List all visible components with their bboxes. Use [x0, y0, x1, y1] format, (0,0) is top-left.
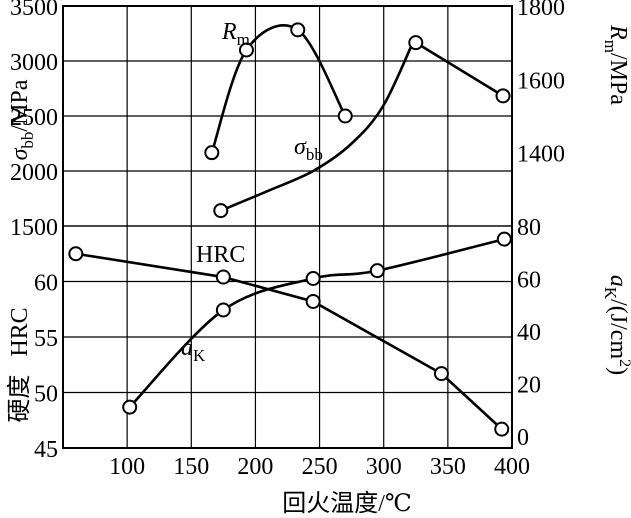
x-tick-label: 150	[173, 454, 209, 480]
x-tick-label: 250	[302, 454, 338, 480]
series-0-line	[415, 41, 504, 97]
series-3-point	[496, 231, 512, 247]
y-axis-label-sigma-bb: σbb/MPa	[7, 79, 37, 160]
x-tick-label: 100	[109, 454, 145, 480]
plot-frame	[62, 5, 513, 449]
y-tick-label-hrc: 60	[34, 271, 58, 297]
series-0-point	[408, 35, 424, 51]
series-0-line	[210, 24, 347, 154]
y-axis-label-hrc: 硬度 HRC	[6, 307, 33, 422]
series-0-point	[495, 88, 511, 104]
y-tick-label-ak: 40	[517, 320, 541, 346]
tick-labels: 100 150 200 250 300 350 4001500200025003000350…	[10, 0, 565, 480]
series-layer	[68, 22, 512, 437]
series-2-line	[75, 252, 503, 431]
series-3-point	[215, 302, 231, 318]
y-tick-label-rm: 1600	[517, 68, 565, 94]
series-3-point	[305, 271, 321, 286]
x-tick-label: 300	[366, 454, 402, 480]
series-3-point	[122, 399, 138, 415]
series-3-point	[369, 263, 385, 279]
series-0-point	[290, 22, 306, 38]
x-tick-label: 400	[494, 454, 530, 480]
y-axis-label-rm: Rm/MPa	[601, 24, 631, 105]
series-label-sigma-bb: σbb	[294, 134, 323, 164]
y-tick-label-sigma-bb: 3000	[10, 50, 58, 76]
series-label-rm: Rm	[221, 19, 250, 49]
y-tick-label-ak: 20	[517, 373, 541, 399]
y-tick-label-sigma-bb: 2000	[10, 160, 58, 186]
series-0-point	[238, 42, 254, 58]
y-tick-label-sigma-bb: 3500	[10, 0, 58, 21]
series-2-point	[215, 269, 231, 285]
x-axis-label: 回火温度/℃	[282, 490, 412, 517]
y-tick-label-rm: 1400	[517, 142, 565, 168]
y-tick-label-hrc: 55	[34, 326, 58, 352]
y-tick-label-hrc: 50	[34, 382, 58, 408]
x-tick-label: 200	[237, 454, 273, 480]
y-tick-label-ak: 80	[517, 215, 541, 241]
y-tick-label-rm: 1800	[517, 0, 565, 21]
grid	[62, 5, 513, 449]
x-tick-label: 350	[430, 454, 466, 480]
series-0-point	[204, 145, 220, 161]
y-axis-label-ak: aK/(J/cm2)	[601, 275, 631, 375]
series-2-point	[305, 293, 321, 309]
y-tick-label-ak: 60	[517, 268, 541, 294]
series-2-point	[68, 246, 84, 262]
series-0-point	[337, 108, 353, 124]
series-2-point	[433, 366, 449, 382]
series-1-point	[213, 203, 229, 219]
y-tick-label-sigma-bb: 1500	[10, 215, 58, 241]
series-1-line	[220, 35, 417, 212]
y-tick-label-ak: 0	[517, 425, 529, 451]
y-tick-label-sigma-bb: 2500	[10, 105, 58, 131]
y-tick-label-hrc: 45	[34, 437, 58, 463]
series-label-hrc: HRC	[196, 242, 245, 268]
series-label-ak: aK	[181, 335, 206, 365]
series-2-point	[494, 421, 510, 437]
